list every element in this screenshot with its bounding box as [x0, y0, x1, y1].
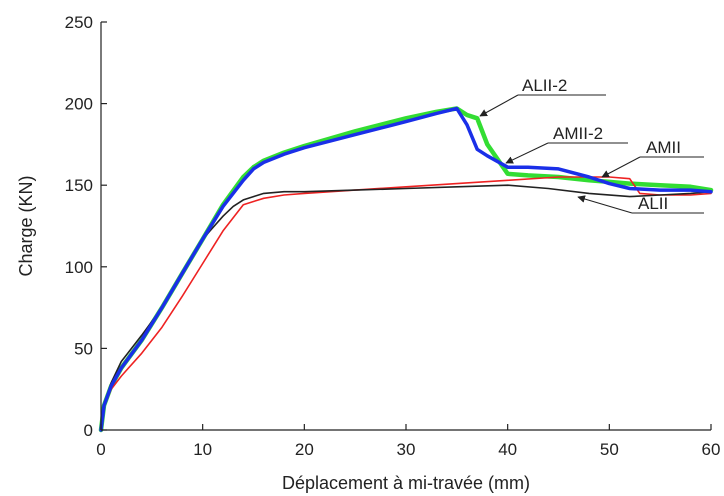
x-tick-label: 10 [193, 440, 212, 459]
y-axis-title: Charge (KN) [16, 175, 36, 276]
x-tick-label: 50 [600, 440, 619, 459]
y-tick-label: 50 [74, 339, 93, 358]
y-tick-label: 250 [65, 13, 93, 32]
x-tick-label: 30 [397, 440, 416, 459]
series-line-amii-2 [99, 106, 713, 432]
callout-arrow [577, 195, 633, 214]
callout-label-amii: AMII [646, 138, 681, 157]
callout-arrow [601, 156, 641, 178]
y-tick-label: 200 [65, 95, 93, 114]
series-line-alii-2 [98, 106, 714, 433]
y-tick-label: 100 [65, 258, 93, 277]
callout-layer: ALII-2 AMII-2 AMII ALII [479, 76, 704, 214]
x-tick-label: 60 [702, 440, 721, 459]
callout-arrow [479, 94, 519, 117]
callout-label-alii: ALII [638, 194, 668, 213]
y-tick-label: 150 [65, 176, 93, 195]
axes-layer [100, 22, 711, 431]
callout-label-amii-2: AMII-2 [553, 124, 603, 143]
callout-arrow [505, 142, 549, 164]
x-tick-label: 40 [498, 440, 517, 459]
ticks-layer: 0 10 20 30 40 50 60 0 50 100 150 200 250 [65, 13, 721, 459]
x-axis-title: Déplacement à mi-travée (mm) [282, 473, 530, 493]
x-tick-label: 0 [96, 440, 105, 459]
series-layer [98, 106, 714, 433]
series-line-alii [100, 184, 712, 431]
series-line-amii [100, 176, 712, 431]
x-tick-label: 20 [295, 440, 314, 459]
y-tick-label: 0 [84, 421, 93, 440]
callout-label-alii-2: ALII-2 [522, 76, 567, 95]
